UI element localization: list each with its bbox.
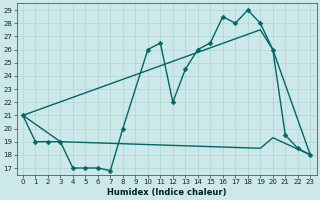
X-axis label: Humidex (Indice chaleur): Humidex (Indice chaleur) xyxy=(107,188,226,197)
